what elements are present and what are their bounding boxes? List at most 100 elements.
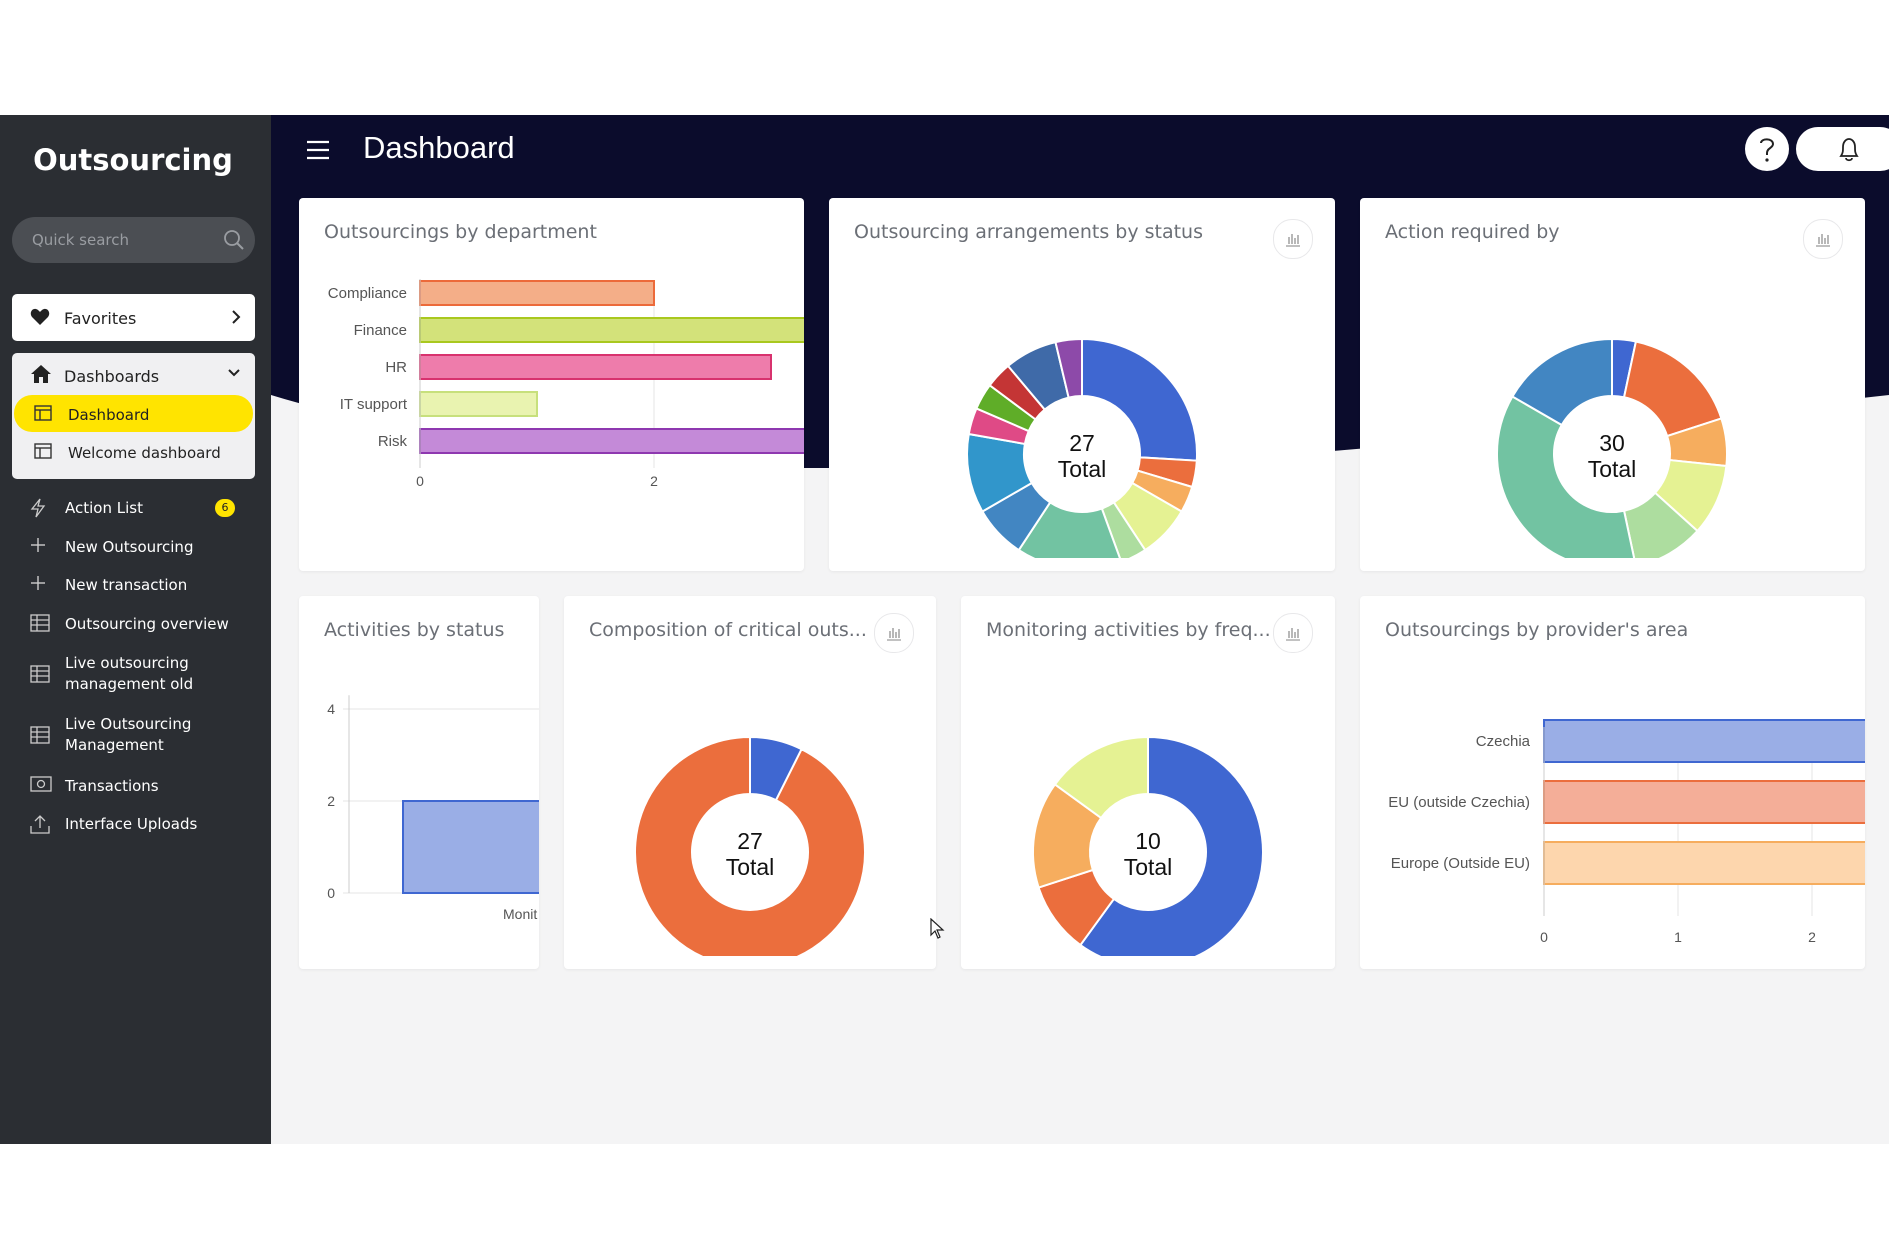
chart-activities: 4 2 0 Monit [327,695,539,922]
chevron-right-icon [232,310,241,324]
bar[interactable] [419,280,655,306]
pie-slice[interactable] [1622,491,1699,558]
bar[interactable] [419,354,772,380]
label-line: management old [65,675,194,693]
x-tick-label: 2 [650,473,658,489]
x-tick-label: 0 [416,473,424,489]
sidebar-item-welcome-dashboard[interactable]: Welcome dashboard [14,433,253,470]
donut-total-label: Total [1588,456,1637,482]
category-label: HR [385,359,407,376]
sidebar-item-label: Transactions [65,777,159,795]
table-icon [30,665,50,683]
chevron-down-icon [228,369,240,377]
pie-slice[interactable] [1081,337,1198,462]
pie-slice[interactable] [1053,735,1149,820]
card-outsourcings-by-provider-area: Outsourcings by provider's area 0 1 2 Czech… [1360,596,1865,969]
bar-chart-icon [1816,234,1830,247]
home-icon [31,365,51,383]
label-line: Management [65,736,164,754]
sidebar-item-label: New Outsourcing [65,538,194,556]
favorites-label: Favorites [64,309,137,328]
mouse-cursor-icon [930,918,945,939]
label-line: Live outsourcing [65,654,189,672]
quick-search[interactable] [12,217,255,263]
x-tick-label: 0 [1540,929,1548,945]
card-title: Composition of critical outs... [589,619,867,641]
donut-total-value: 27 [1069,430,1095,456]
sidebar-item-label: Action List [65,499,143,517]
app-brand: Outsourcing [33,143,233,177]
category-label: Risk [378,433,408,450]
dashboards-group: Dashboards Dashboard Welcome dashboard [12,353,255,479]
pie-slice[interactable] [1054,337,1083,399]
bar[interactable] [419,428,804,454]
donut-total-value: 27 [737,828,763,854]
bar[interactable] [419,391,538,417]
sidebar-item-label: Outsourcing overview [65,615,229,633]
table-icon [34,443,52,459]
category-label: Czechia [1476,733,1531,750]
dashboards-toggle[interactable]: Dashboards [12,353,255,393]
card-title: Action required by [1385,221,1560,243]
bar-chart-icon [887,628,901,641]
dashboards-label: Dashboards [64,367,160,386]
count-badge: 6 [215,499,235,517]
card-action-required-by: Action required by 30 Total [1360,198,1865,571]
chart-options-button[interactable] [1273,219,1313,259]
card-title: Outsourcing arrangements by status [854,221,1203,243]
bar-chart-icon [1286,234,1300,247]
sidebar-item-dashboard[interactable]: Dashboard [14,395,253,432]
chart-provider: 0 1 2 Czechia EU (outside Czechia) Europe (Ou… [1388,719,1865,945]
pie-slice[interactable] [634,735,866,956]
y-tick-label: 0 [327,885,335,901]
app-window: Outsourcing Favorites Dashboards Dashboa… [0,115,1889,1144]
plus-icon [31,576,45,590]
pie-slice[interactable] [1079,735,1264,956]
bar[interactable] [402,800,539,894]
card-outsourcings-by-department: Outsourcings by department 0 2 Compliance F… [299,198,804,571]
hamburger-menu-icon[interactable] [305,138,333,162]
donut-total-value: 10 [1135,828,1161,854]
donut-total-label: Total [726,854,775,880]
search-input[interactable] [12,217,222,263]
table-icon [34,405,52,421]
bar-chart-icon [1286,628,1300,641]
search-icon[interactable] [223,229,245,251]
favorites-button[interactable]: Favorites [12,294,255,341]
table-icon [30,726,50,744]
chart-options-button[interactable] [1803,219,1843,259]
bar[interactable] [1543,719,1865,763]
y-tick-label: 4 [327,701,335,717]
y-tick-label: 2 [327,793,335,809]
pie-slice[interactable] [1496,395,1636,559]
sidebar-item-label: Dashboard [68,406,150,424]
main-content: Dashboard Outsourcings by department 0 2 C… [271,115,1889,1144]
notifications-button[interactable] [1796,127,1889,171]
bar[interactable] [1543,780,1865,824]
card-composition-of-critical: Composition of critical outs... 27 Total [564,596,936,969]
bar[interactable] [419,317,804,343]
card-title: Monitoring activities by freq... [986,619,1271,641]
x-tick-label: 1 [1674,929,1682,945]
sidebar: Outsourcing Favorites Dashboards Dashboa… [0,115,271,1144]
category-label: EU (outside Czechia) [1388,794,1530,811]
pie-slice[interactable] [1622,340,1723,438]
chart-options-button[interactable] [874,613,914,653]
donut-total-label: Total [1058,456,1107,482]
x-tick-label: 2 [1808,929,1816,945]
heart-icon [30,308,50,325]
card-outsourcing-arrangements-by-status: Outsourcing arrangements by status 27 Tot… [829,198,1335,571]
chart-options-button[interactable] [1273,613,1313,653]
bar[interactable] [1543,841,1865,885]
donut-total-value: 30 [1599,430,1625,456]
pie-slice[interactable] [1511,337,1613,427]
category-label: Europe (Outside EU) [1391,855,1530,872]
card-activities-by-status: Activities by status 4 2 0 Monit [299,596,539,969]
page-title: Dashboard [363,130,515,165]
sidebar-item-label: Live outsourcing management old [65,653,193,695]
category-label: Compliance [328,285,407,302]
bell-icon [1839,138,1859,162]
help-button[interactable] [1745,127,1789,171]
